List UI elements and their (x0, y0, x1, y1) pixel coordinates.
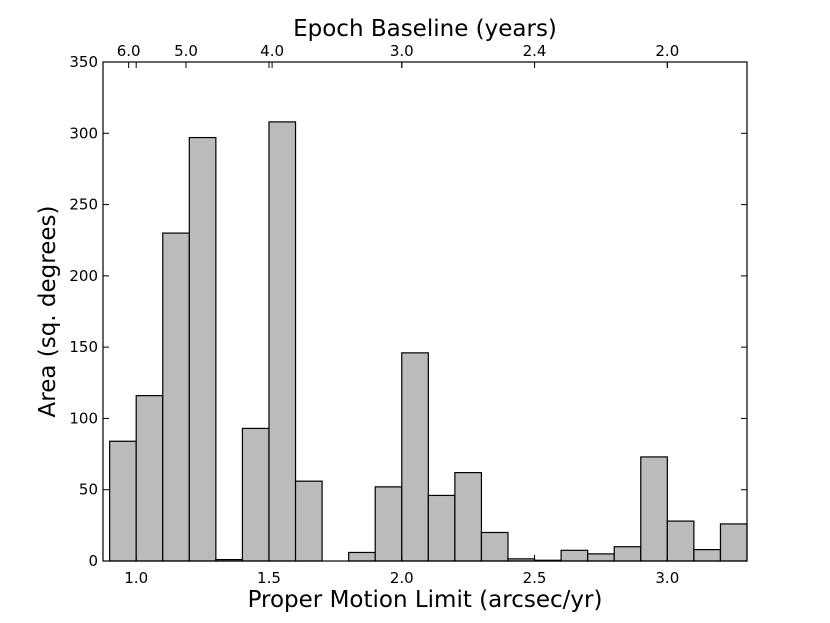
plot-frame (102, 61, 748, 562)
top-tick-label: 2.0 (655, 42, 679, 60)
y-tick-label: 350 (69, 53, 98, 71)
y-axis-title: Area (sq. degrees) (35, 206, 61, 418)
y-tick-label: 200 (69, 267, 98, 285)
histogram-bar-18 (613, 546, 642, 562)
y-tick-label: 250 (69, 196, 98, 214)
histogram-bar-6 (268, 121, 297, 562)
x-tick-label: 1.0 (124, 569, 148, 587)
histogram-bar-9 (374, 486, 403, 562)
bars-group (109, 121, 748, 562)
x-axis-title: Proper Motion Limit (arcsec/yr) (248, 587, 603, 613)
y-tick-label: 0 (88, 552, 98, 570)
histogram-bar-3 (188, 136, 217, 562)
x-tick-label: 1.5 (257, 569, 281, 587)
top-tick-label: 3.0 (390, 42, 414, 60)
histogram-bar-2 (162, 232, 190, 562)
y-tick-label: 150 (69, 338, 98, 356)
histogram-bar-10 (401, 352, 429, 562)
histogram-bar-20 (666, 520, 695, 562)
histogram-bar-11 (427, 494, 456, 562)
histogram-bar-17 (587, 553, 615, 562)
ticks-group: 1.0 1.5 2.0 2.5 3.0 6.0 5.0 4.0 3.0 2.4 2.0 0 50 100 1… (69, 42, 747, 587)
top-tick-label: 4.0 (260, 42, 284, 60)
y-tick-label: 50 (79, 481, 98, 499)
top-tick-label: 2.4 (523, 42, 547, 60)
y-tick-label: 300 (69, 124, 98, 142)
x-tick-label: 3.0 (655, 569, 679, 587)
top-tick-label: 5.0 (174, 42, 198, 60)
y-tick-label: 100 (69, 409, 98, 427)
histogram-bar-19 (640, 456, 668, 562)
x-tick-label: 2.5 (523, 569, 547, 587)
histogram-bar-0 (109, 440, 137, 562)
histogram-bar-21 (693, 548, 722, 562)
histogram-bar-1 (135, 395, 164, 562)
histogram-bar-16 (560, 549, 589, 562)
histogram-bar-22 (719, 523, 748, 562)
histogram-bar-7 (294, 480, 323, 562)
histogram-bar-8 (348, 551, 376, 562)
histogram-bar-5 (241, 427, 270, 562)
histogram-bar-13 (480, 531, 509, 562)
top-tick-label: 6.0 (117, 42, 141, 60)
histogram-bar-12 (454, 472, 483, 562)
x-tick-label: 2.0 (390, 569, 414, 587)
top-axis-title: Epoch Baseline (years) (293, 16, 557, 42)
